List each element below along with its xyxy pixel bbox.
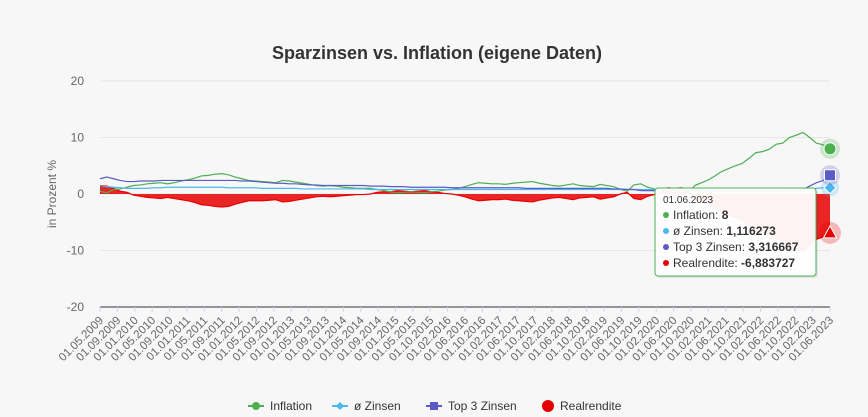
tooltip-row-value: 1,116273 — [726, 224, 776, 238]
end-markers — [819, 138, 841, 244]
chart-title: Sparzinsen vs. Inflation (eigene Daten) — [272, 43, 602, 63]
y-axis-ticks: 20 10 0 -10 -20 — [67, 74, 85, 314]
tooltip-date: 01.06.2023 — [663, 195, 713, 206]
tooltip-bullet — [663, 212, 669, 218]
legend-item-inflation[interactable]: Inflation — [248, 399, 312, 413]
tooltip-row: ø Zinsen: 1,116273 — [673, 224, 776, 238]
legend-symbol-diamond — [336, 402, 344, 410]
tooltip-row-label: Inflation: — [673, 208, 722, 222]
y-tick-label: 0 — [77, 187, 84, 201]
y-tick-label: -10 — [67, 244, 85, 258]
tooltip-row-value: 3,316667 — [748, 240, 798, 254]
legend-label: Realrendite — [560, 399, 622, 413]
legend[interactable]: Inflation ø Zinsen Top 3 Zinsen Realrendite — [248, 399, 622, 413]
tooltip: 01.06.2023 Inflation: 8 ø Zinsen: 1,116273… — [654, 187, 818, 278]
legend-label: ø Zinsen — [354, 399, 401, 413]
tooltip-bullet — [663, 244, 669, 250]
legend-label: Inflation — [270, 399, 312, 413]
tooltip-row: Realrendite: -6,883727 — [673, 256, 795, 270]
inflation-end-marker — [823, 142, 837, 156]
tooltip-row-value: 8 — [722, 208, 729, 222]
y-tick-label: 10 — [71, 131, 85, 145]
tooltip-row-label: Realrendite: — [673, 256, 741, 270]
tooltip-bullet — [663, 228, 669, 234]
legend-symbol-circle — [252, 402, 260, 410]
top3-end-marker — [824, 169, 836, 182]
y-axis-label: in Prozent % — [45, 160, 59, 228]
x-axis: 01.05.200901.09.200901.01.201001.05.2010… — [57, 307, 836, 364]
y-tick-label: -20 — [67, 300, 85, 314]
legend-label: Top 3 Zinsen — [448, 399, 517, 413]
tooltip-box — [654, 187, 817, 277]
tooltip-row: Inflation: 8 — [673, 208, 729, 222]
zinsen-end-marker — [823, 180, 837, 195]
tooltip-row: Top 3 Zinsen: 3,316667 — [673, 240, 799, 254]
series-line-inflation — [99, 131, 831, 197]
y-tick-label: 20 — [71, 74, 85, 88]
legend-item-realrendite[interactable]: Realrendite — [542, 399, 622, 413]
realrendite-end-marker — [822, 224, 838, 239]
tooltip-bullet — [663, 260, 669, 266]
tooltip-row-value: -6,883727 — [741, 256, 795, 270]
tooltip-row-label: Top 3 Zinsen: — [673, 240, 748, 254]
legend-symbol-circle — [542, 400, 554, 412]
legend-symbol-square — [430, 402, 438, 410]
legend-item--zinsen[interactable]: ø Zinsen — [332, 399, 401, 413]
legend-item-top-3-zinsen[interactable]: Top 3 Zinsen — [426, 399, 517, 413]
tooltip-row-label: ø Zinsen: — [673, 224, 726, 238]
